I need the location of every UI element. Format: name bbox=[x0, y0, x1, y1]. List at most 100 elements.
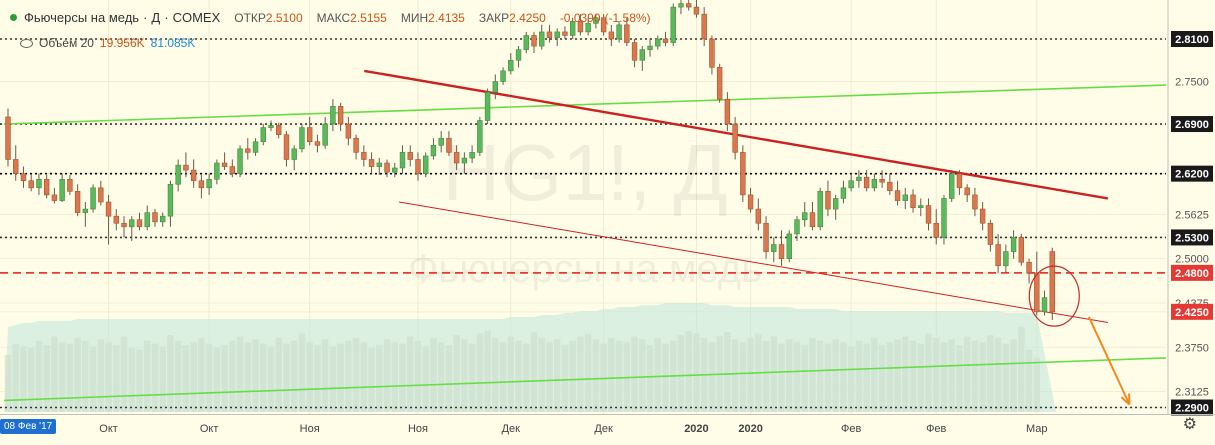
candle-body bbox=[105, 201, 112, 217]
candle-body bbox=[941, 198, 947, 238]
time-tick-label: Окт bbox=[99, 423, 118, 435]
highlight-circle bbox=[1028, 265, 1080, 327]
candle-body bbox=[36, 179, 42, 189]
candle-body bbox=[5, 116, 11, 160]
date-badge: 08 Фев '17 bbox=[0, 419, 57, 434]
candle-body bbox=[1026, 261, 1032, 274]
price-tick-label: 2.3125 bbox=[1175, 387, 1209, 399]
candle-body bbox=[918, 205, 924, 208]
candle-body bbox=[229, 166, 236, 174]
candle-body bbox=[113, 215, 119, 224]
candle-body bbox=[701, 13, 707, 40]
time-tick-label: Фев bbox=[926, 423, 946, 435]
candle-body bbox=[848, 180, 854, 189]
candle-body bbox=[1034, 272, 1040, 313]
candle-body bbox=[51, 194, 58, 201]
candle-body bbox=[531, 35, 537, 47]
price-tick-label: 2.5000 bbox=[1175, 254, 1209, 266]
price-tick-label: 2.5625 bbox=[1175, 209, 1209, 221]
gear-icon[interactable]: ⚙ bbox=[1182, 416, 1197, 433]
candle-body bbox=[562, 31, 568, 36]
watermark-name: Фьючерсы на медь bbox=[408, 247, 762, 291]
candle-body bbox=[283, 134, 290, 160]
candle-body bbox=[879, 179, 885, 183]
level-label: 2.4800 bbox=[1175, 268, 1209, 280]
candle-body bbox=[245, 148, 251, 153]
candle-body bbox=[616, 24, 622, 40]
candle-body bbox=[453, 152, 460, 164]
eye-icon[interactable] bbox=[20, 38, 33, 48]
status-dot-icon bbox=[10, 14, 17, 21]
candle-body bbox=[809, 212, 816, 228]
candle-body bbox=[647, 45, 653, 50]
level-badge bbox=[1171, 264, 1213, 281]
candle-body bbox=[376, 162, 382, 167]
price-tick-label: 2.7500 bbox=[1175, 77, 1209, 89]
trend-line-channel-bottom bbox=[398, 201, 1108, 323]
exchange-label: COMEX bbox=[172, 10, 221, 25]
candle-body bbox=[910, 194, 916, 208]
volume-value-1: 19.956K bbox=[99, 36, 145, 50]
volume-ma-area bbox=[4, 303, 1057, 412]
level-badge bbox=[1171, 31, 1213, 47]
candle-body bbox=[314, 141, 321, 146]
candle-body bbox=[1041, 297, 1048, 313]
price-change-pct: (-1.58%) bbox=[604, 10, 651, 25]
candle-body bbox=[585, 23, 591, 33]
candle-body bbox=[98, 187, 104, 203]
candle-body bbox=[368, 159, 375, 167]
candle-body bbox=[121, 222, 127, 228]
candle-body bbox=[392, 167, 398, 173]
time-tick-label: 2020 bbox=[684, 423, 708, 435]
candle-body bbox=[817, 191, 823, 228]
candle-body bbox=[949, 173, 955, 199]
level-badge bbox=[1171, 399, 1213, 416]
level-badge bbox=[1171, 116, 1213, 133]
candle-body bbox=[902, 194, 908, 201]
candle-body bbox=[763, 222, 769, 252]
candle-body bbox=[423, 155, 429, 174]
candle-body bbox=[554, 31, 560, 38]
candle-body bbox=[337, 106, 344, 125]
time-tick-label: Дек bbox=[502, 423, 521, 435]
candle-body bbox=[1049, 251, 1055, 313]
candle-body bbox=[28, 180, 34, 189]
candle-body bbox=[678, 3, 684, 8]
candle-body bbox=[268, 125, 274, 128]
time-tick-label: Ноя bbox=[300, 423, 320, 435]
candle-body bbox=[407, 152, 413, 160]
candle-body bbox=[190, 169, 197, 182]
candle-body bbox=[840, 187, 847, 199]
candle-body bbox=[345, 123, 352, 139]
candle-body bbox=[786, 233, 792, 259]
candle-body bbox=[964, 187, 970, 196]
ohlc-close: ЗАКР2.4250 bbox=[478, 10, 546, 25]
symbol-title[interactable]: Фьючерсы на медь bbox=[24, 10, 140, 25]
candle-body bbox=[384, 162, 390, 173]
candle-body bbox=[546, 31, 553, 38]
time-tick-label: Ноя bbox=[408, 423, 428, 435]
candle-body bbox=[709, 38, 715, 68]
candle-body bbox=[662, 38, 669, 43]
candle-body bbox=[291, 148, 297, 160]
interval-label[interactable]: Д bbox=[151, 10, 161, 25]
candle-body bbox=[593, 17, 599, 24]
level-badge bbox=[1171, 165, 1213, 182]
candle-body bbox=[322, 123, 328, 146]
candle-body bbox=[82, 208, 89, 213]
watermark-symbol: HG1!, Д bbox=[442, 128, 727, 217]
candle-body bbox=[639, 49, 645, 61]
candle-body bbox=[987, 222, 994, 245]
level-label: 2.5300 bbox=[1175, 232, 1209, 244]
candle-body bbox=[446, 137, 452, 153]
level-label: 2.6900 bbox=[1175, 119, 1209, 131]
candle-body bbox=[484, 91, 491, 121]
ohlc-open: ОТКР2.5100 bbox=[234, 10, 303, 25]
candle-body bbox=[206, 179, 212, 189]
volume-legend[interactable]: Объем 20 19.956K 81.085K bbox=[20, 36, 195, 50]
volume-value-2: 81.085K bbox=[150, 36, 196, 50]
candle-body bbox=[624, 24, 630, 43]
candle-body bbox=[306, 127, 313, 143]
